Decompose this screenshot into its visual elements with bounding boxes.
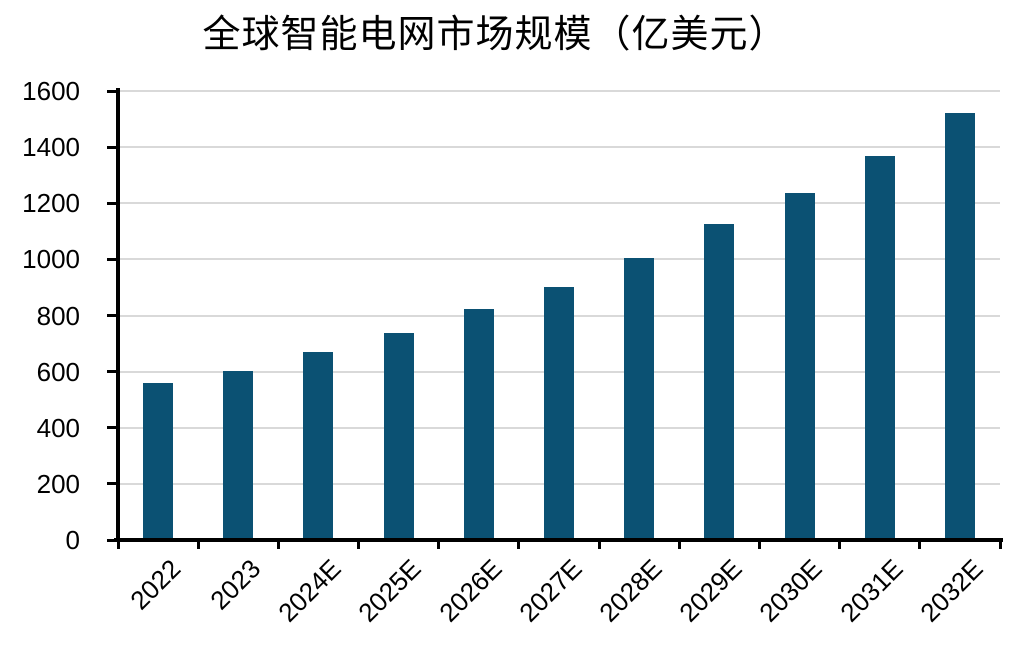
bar-slot (439, 91, 519, 540)
bar (463, 309, 494, 540)
gridline (118, 258, 1000, 261)
x-tick-label: 2025E (352, 553, 428, 628)
y-tick-mark (107, 89, 116, 93)
x-tick-label: 2029E (673, 553, 748, 628)
x-tick-mark (998, 542, 1002, 549)
y-tick-mark (107, 257, 116, 261)
bar-slot (679, 91, 759, 540)
bar (784, 193, 815, 540)
bar (303, 351, 334, 540)
y-tick-label: 1000 (22, 244, 80, 275)
y-tick-label: 1600 (22, 76, 80, 106)
bar-slot (278, 91, 358, 540)
gridline (118, 146, 1000, 149)
bar (383, 332, 414, 540)
bar-slot (198, 91, 278, 540)
x-tick-mark (677, 542, 681, 549)
bar (864, 155, 895, 540)
y-tick-mark (107, 482, 116, 486)
y-tick-label: 600 (36, 356, 80, 387)
plot-area (118, 90, 1000, 540)
bar-slot (359, 91, 439, 540)
x-tick-mark (437, 542, 441, 549)
y-tick-mark (107, 370, 116, 374)
bar (223, 370, 254, 540)
x-tick-label: 2026E (432, 553, 508, 628)
y-tick-label: 1200 (22, 188, 80, 219)
x-tick-label: 2028E (593, 553, 668, 628)
x-tick-mark (196, 542, 200, 549)
bars-layer (118, 91, 1000, 540)
bar-slot (599, 91, 679, 540)
x-tick-label: 2023 (204, 553, 267, 616)
x-tick-mark (597, 542, 601, 549)
y-tick-label: 400 (36, 412, 80, 443)
x-tick-label: 2031E (833, 553, 909, 628)
bar-slot (920, 91, 1000, 540)
x-tick-label: 2027E (513, 553, 588, 628)
bar-slot (840, 91, 920, 540)
x-tick-mark (757, 542, 761, 549)
x-tick-label: 2030E (753, 553, 829, 628)
gridline (118, 90, 1000, 92)
x-tick-label: 2022 (124, 553, 187, 616)
y-axis-line (116, 88, 120, 542)
x-tick-mark (116, 542, 120, 549)
bar (944, 113, 975, 540)
bar (624, 258, 655, 540)
x-tick-label: 2024E (272, 553, 347, 628)
y-tick-label: 1400 (22, 132, 80, 163)
y-tick-mark (107, 145, 116, 149)
x-tick-mark (918, 542, 922, 549)
y-tick-mark (107, 201, 116, 205)
y-tick-label: 800 (36, 300, 80, 331)
y-tick-label: 0 (65, 525, 80, 555)
x-tick-mark (517, 542, 521, 549)
bar-slot (519, 91, 599, 540)
gridline (118, 202, 1000, 205)
bar (704, 224, 735, 540)
y-tick-mark (107, 538, 116, 542)
y-tick-mark (107, 314, 116, 317)
x-tick-mark (357, 542, 361, 549)
y-tick-label: 200 (36, 468, 80, 499)
x-axis-line (114, 538, 1003, 542)
x-tick-label: 2032E (914, 553, 989, 628)
bar-slot (760, 91, 840, 540)
x-tick-mark (276, 542, 280, 549)
bar (143, 383, 174, 540)
chart-title: 全球智能电网市场规模（亿美元） (202, 12, 788, 56)
bar (544, 286, 575, 540)
x-tick-mark (838, 542, 842, 549)
bar-slot (118, 91, 198, 540)
y-tick-mark (107, 426, 116, 430)
